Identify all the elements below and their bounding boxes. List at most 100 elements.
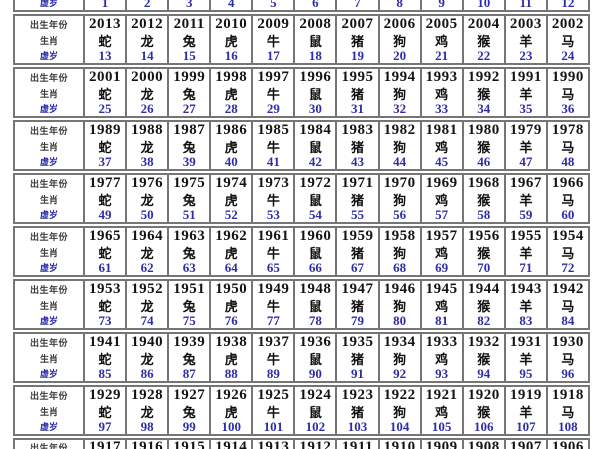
zodiac-cell: 羊 xyxy=(519,86,533,102)
birth-year-cell: 1936 xyxy=(299,334,332,350)
zodiac-cell: 马 xyxy=(561,245,575,261)
zodiac-cell: 牛 xyxy=(266,298,280,314)
birth-year-row-label: 出生年份 xyxy=(29,19,68,30)
row-label-column: 出生年份 生肖 虚岁 xyxy=(15,281,83,328)
age-cell: 7 xyxy=(354,0,361,10)
zodiac-cell: 鼠 xyxy=(308,86,322,102)
birth-year-cell: 1913 xyxy=(257,440,290,449)
row-label-column: 出生年份 生肖 虚岁 xyxy=(15,228,83,275)
age-cell: 24 xyxy=(561,48,575,63)
year-column: 1969 鸡 57 xyxy=(419,175,462,222)
birth-year-cell: 1987 xyxy=(173,122,206,138)
zodiac-cell: 蛇 xyxy=(98,404,112,420)
age-cell: 68 xyxy=(393,260,407,275)
year-column: 1931 羊 95 xyxy=(503,334,546,381)
zodiac-cell: 兔 xyxy=(182,351,196,367)
age-cell: 9 xyxy=(438,0,445,10)
age-cell: 50 xyxy=(140,207,154,222)
zodiac-cell: 猴 xyxy=(477,192,491,208)
age-cell: 64 xyxy=(224,260,238,275)
age-row-label: 虚岁 xyxy=(39,104,58,114)
birth-year-cell: 1912 xyxy=(299,440,332,449)
age-cell: 87 xyxy=(182,366,196,381)
year-column: 2001 蛇 25 xyxy=(83,69,125,116)
age-cell: 51 xyxy=(182,207,196,222)
year-group-6: 出生年份 生肖 虚岁 1953 蛇 73 1952 龙 74 1951 兔 75 1950 虎 76 1949… xyxy=(13,279,590,330)
age-cell: 26 xyxy=(140,101,154,116)
age-cell: 70 xyxy=(477,260,491,275)
birth-year-row-label: 出生年份 xyxy=(29,231,68,242)
partial-year-group: 出生年份 1917 1916 1915 1914 1913 1912 1911 1910 1909… xyxy=(13,438,590,449)
zodiac-cell: 虎 xyxy=(224,351,238,367)
zodiac-cell: 牛 xyxy=(266,404,280,420)
zodiac-cell: 猪 xyxy=(351,404,365,420)
zodiac-cell: 兔 xyxy=(182,86,196,102)
birth-year-cell: 1970 xyxy=(383,175,416,191)
birth-year-row-label: 出生年份 xyxy=(29,284,68,295)
birth-year-cell: 2013 xyxy=(89,16,122,32)
zodiac-cell: 狗 xyxy=(393,298,407,314)
year-column: 1925 牛 101 xyxy=(251,387,293,434)
zodiac-cell: 猴 xyxy=(477,245,491,261)
year-column: 1923 猪 103 xyxy=(335,387,377,434)
age-row-label: 虚岁 xyxy=(39,210,58,220)
zodiac-row-label: 生肖 xyxy=(39,141,58,152)
year-column: 1965 蛇 61 xyxy=(83,228,125,275)
zodiac-cell: 羊 xyxy=(519,351,533,367)
age-cell: 74 xyxy=(140,313,154,328)
age-cell: 67 xyxy=(351,260,364,275)
zodiac-cell: 鼠 xyxy=(308,192,322,208)
year-column: 1979 羊 47 xyxy=(503,122,546,169)
zodiac-cell: 龙 xyxy=(140,245,154,261)
year-column: 1929 蛇 97 xyxy=(83,387,125,434)
year-column: 1976 龙 50 xyxy=(125,175,167,222)
age-row-label: 虚岁 xyxy=(39,51,58,61)
zodiac-cell: 狗 xyxy=(393,404,407,420)
birth-year-cell: 1950 xyxy=(215,281,248,297)
zodiac-cell: 鼠 xyxy=(308,404,322,420)
zodiac-cell: 猪 xyxy=(351,86,365,102)
row-label-column: 出生年份 生肖 虚岁 xyxy=(15,69,83,116)
zodiac-cell: 龙 xyxy=(140,404,154,420)
age-cell: 73 xyxy=(98,313,112,328)
zodiac-cell: 羊 xyxy=(519,245,533,261)
age-cell: 30 xyxy=(308,101,322,116)
age-cell: 101 xyxy=(263,419,284,434)
age-cell: 60 xyxy=(561,207,575,222)
year-column: 1966 马 60 xyxy=(545,175,588,222)
age-cell: 76 xyxy=(224,313,238,328)
year-column: 1968 猴 58 xyxy=(461,175,504,222)
birth-year-cell: 1989 xyxy=(89,122,122,138)
birth-year-cell: 1926 xyxy=(215,387,248,403)
age-cell: 32 xyxy=(393,101,407,116)
age-cell: 13 xyxy=(98,48,112,63)
zodiac-row-label: 生肖 xyxy=(39,35,58,46)
birth-year-cell: 1918 xyxy=(551,387,584,403)
row-label-column: 出生年份 生肖 虚岁 xyxy=(15,16,83,63)
year-column: 1910 xyxy=(377,440,420,449)
year-column: 2004 猴 22 xyxy=(461,16,504,63)
year-column: 1986 虎 40 xyxy=(209,122,251,169)
birth-year-cell: 1974 xyxy=(215,175,248,191)
birth-year-cell: 1971 xyxy=(341,175,374,191)
age-row-label: 虚岁 xyxy=(39,316,58,326)
year-group-1: 出生年份 生肖 虚岁 2013 蛇 13 2012 龙 14 2011 兔 15 2010 虎 16 2009… xyxy=(13,14,590,65)
year-column: 1957 鸡 69 xyxy=(419,228,462,275)
year-column: 1981 鸡 45 xyxy=(419,122,462,169)
year-column: 1998 虎 28 xyxy=(209,69,251,116)
zodiac-cell: 蛇 xyxy=(98,139,112,155)
age-cell: 44 xyxy=(393,154,407,169)
birth-year-cell: 1986 xyxy=(215,122,248,138)
birth-year-row-label: 出生年份 xyxy=(29,72,68,83)
age-cell: 17 xyxy=(266,48,280,63)
age-cell: 86 xyxy=(140,366,154,381)
age-cell: 78 xyxy=(308,313,322,328)
age-cell: 27 xyxy=(182,101,196,116)
year-column: 2006 狗 20 xyxy=(377,16,420,63)
year-column: 1960 鼠 66 xyxy=(293,228,335,275)
year-column: 1913 xyxy=(251,440,293,449)
year-column: 11 xyxy=(503,0,546,10)
row-label-column: 出生年份 生肖 虚岁 xyxy=(15,175,83,222)
zodiac-cell: 鸡 xyxy=(435,245,449,261)
birth-year-cell: 2008 xyxy=(299,16,332,32)
